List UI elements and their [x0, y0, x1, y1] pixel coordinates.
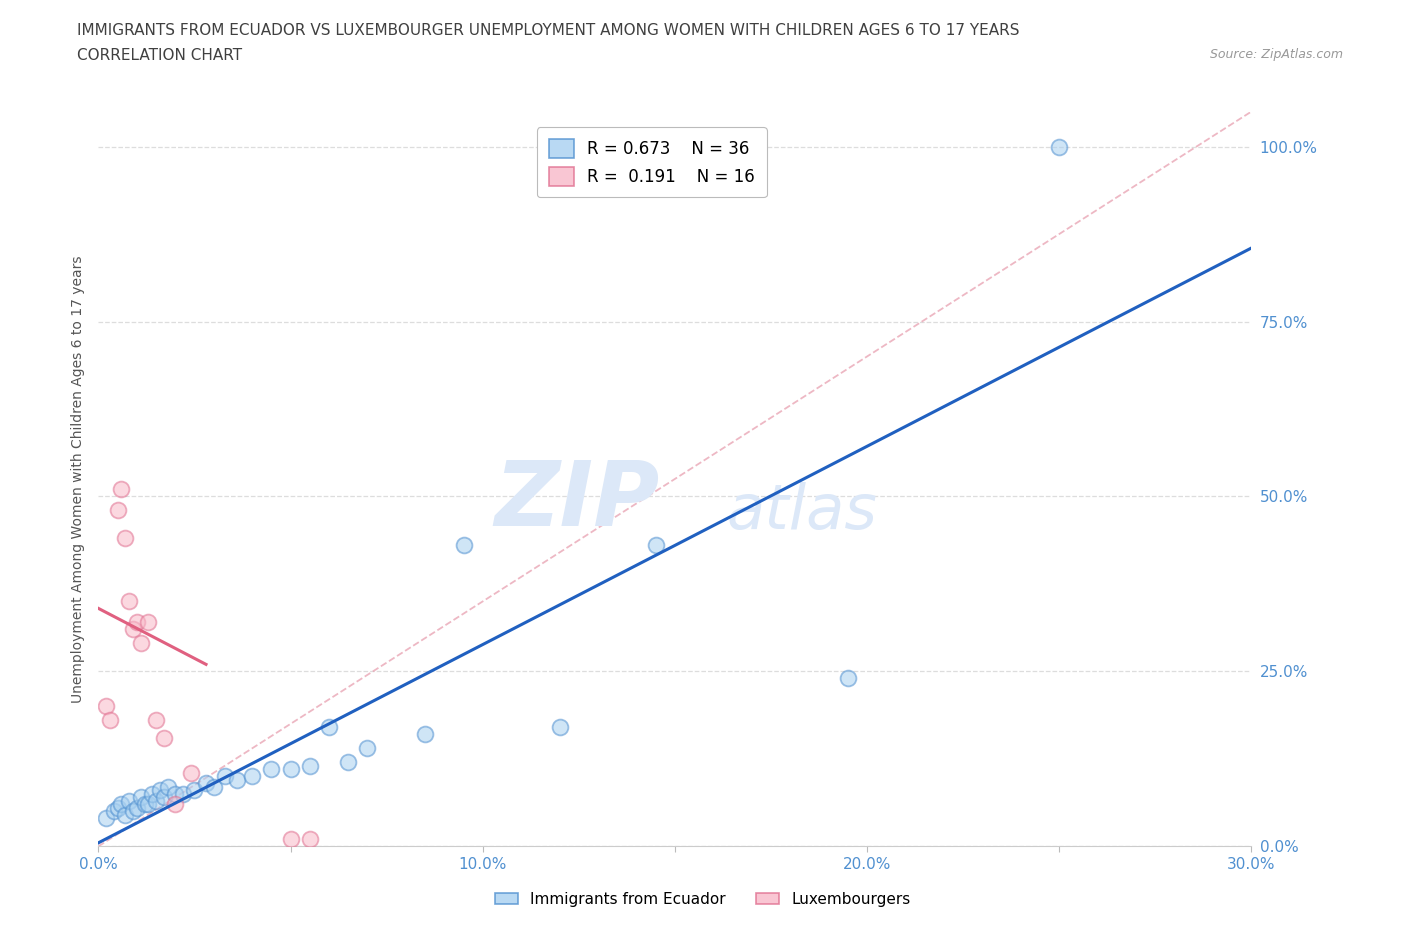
Point [298, 831, 321, 846]
Point [644, 538, 666, 552]
Point [180, 765, 202, 780]
Point [152, 790, 174, 804]
Point [260, 762, 283, 777]
Legend: Immigrants from Ecuador, Luxembourgers: Immigrants from Ecuador, Luxembourgers [489, 886, 917, 913]
Point [110, 797, 132, 812]
Legend: R = 0.673    N = 36, R =  0.191    N = 16: R = 0.673 N = 36, R = 0.191 N = 16 [537, 127, 766, 197]
Point [152, 730, 174, 745]
Point [356, 741, 378, 756]
Point [240, 769, 263, 784]
Point [195, 776, 218, 790]
Point [103, 804, 125, 818]
Point [214, 769, 236, 784]
Point [122, 622, 145, 637]
Point [98, 713, 121, 728]
Point [280, 762, 302, 777]
Point [125, 801, 148, 816]
Point [129, 790, 152, 804]
Point [318, 720, 340, 735]
Point [413, 727, 436, 742]
Point [129, 636, 152, 651]
Point [337, 755, 360, 770]
Text: atlas: atlas [727, 482, 877, 542]
Point [149, 783, 172, 798]
Point [453, 538, 475, 552]
Point [202, 779, 225, 794]
Point [145, 713, 167, 728]
Point [107, 801, 129, 816]
Point [138, 615, 160, 630]
Text: IMMIGRANTS FROM ECUADOR VS LUXEMBOURGER UNEMPLOYMENT AMONG WOMEN WITH CHILDREN A: IMMIGRANTS FROM ECUADOR VS LUXEMBOURGER … [77, 23, 1019, 38]
Point [110, 482, 132, 497]
Point [94, 811, 117, 826]
Point [122, 804, 145, 818]
Point [548, 720, 571, 735]
Point [298, 758, 321, 773]
Point [134, 797, 156, 812]
Point [107, 503, 129, 518]
Point [138, 797, 160, 812]
Point [156, 779, 179, 794]
Point [141, 787, 163, 802]
Point [145, 793, 167, 808]
Point [225, 773, 247, 788]
Point [1047, 140, 1070, 154]
Point [165, 787, 187, 802]
Point [837, 671, 859, 685]
Text: ZIP: ZIP [495, 457, 659, 545]
Point [118, 594, 141, 609]
Point [114, 531, 136, 546]
Point [172, 787, 194, 802]
Point [165, 797, 187, 812]
Text: Source: ZipAtlas.com: Source: ZipAtlas.com [1209, 48, 1343, 61]
Point [118, 793, 141, 808]
Point [94, 699, 117, 714]
Y-axis label: Unemployment Among Women with Children Ages 6 to 17 years: Unemployment Among Women with Children A… [70, 255, 84, 703]
Point [114, 807, 136, 822]
Text: CORRELATION CHART: CORRELATION CHART [77, 48, 242, 63]
Point [125, 615, 148, 630]
Point [280, 831, 302, 846]
Point [183, 783, 205, 798]
